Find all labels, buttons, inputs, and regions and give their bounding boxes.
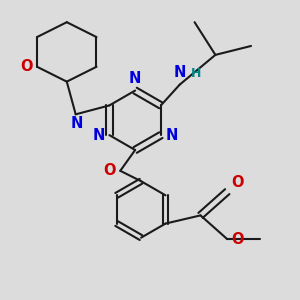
Text: H: H [191,67,201,80]
Text: N: N [129,71,141,86]
Text: O: O [103,163,116,178]
Text: O: O [20,59,33,74]
Text: O: O [231,232,243,247]
Text: N: N [173,65,186,80]
Text: N: N [92,128,105,142]
Text: N: N [166,128,178,142]
Text: N: N [71,116,83,131]
Text: O: O [231,175,243,190]
